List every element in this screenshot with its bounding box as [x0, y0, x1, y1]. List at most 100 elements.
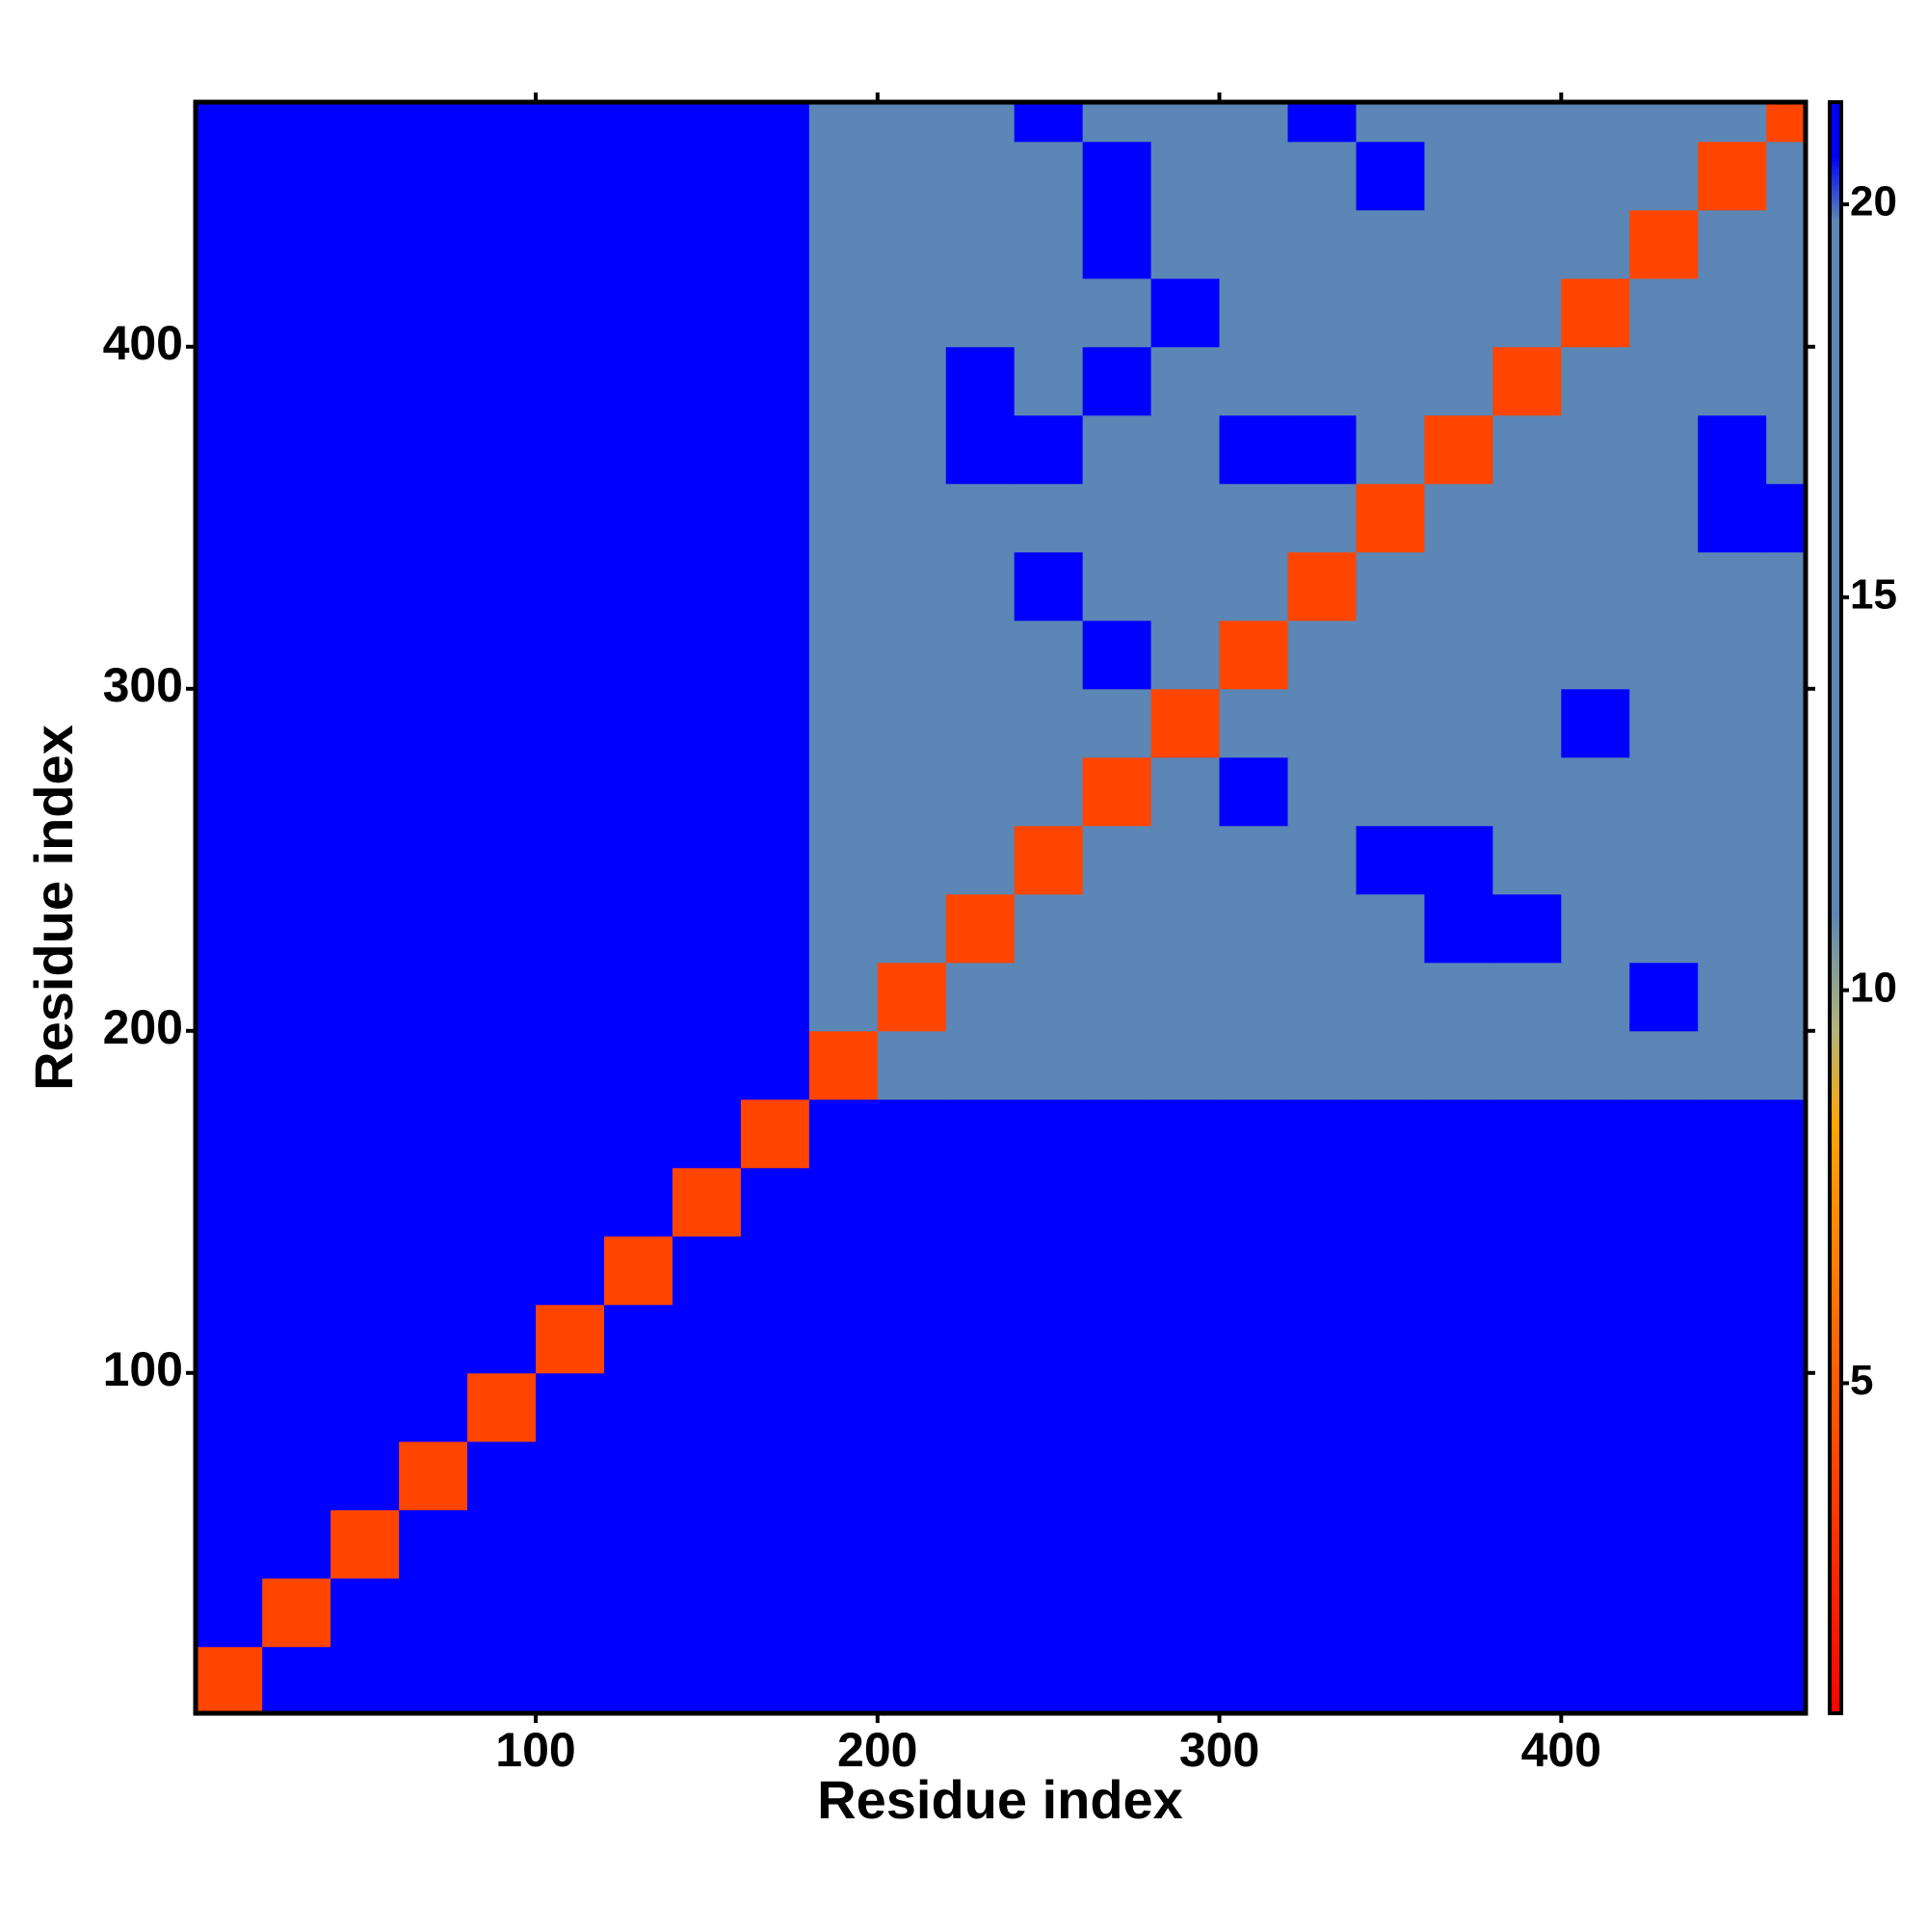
heat-cell — [1219, 620, 1289, 690]
heat-cell — [1561, 962, 1630, 1032]
heat-cell — [1629, 1441, 1699, 1511]
heat-cell — [603, 1304, 673, 1374]
heat-cell — [740, 1098, 810, 1169]
heat-cell — [603, 278, 673, 348]
heat-cell — [196, 688, 263, 758]
heat-cell — [536, 209, 605, 279]
heat-cell — [1698, 483, 1767, 553]
heat-cell — [603, 551, 673, 622]
heat-cell — [467, 1167, 537, 1237]
heat-cell — [603, 141, 673, 211]
heat-cell — [1492, 551, 1562, 622]
heat-cell — [1356, 483, 1425, 553]
heat-cell — [1492, 825, 1562, 895]
heat-cell — [672, 141, 742, 211]
y-tick-label: 300 — [103, 658, 183, 712]
heat-cell — [808, 688, 879, 758]
heat-cell — [1287, 1030, 1357, 1100]
heat-cell — [1014, 893, 1084, 964]
heat-cell — [1082, 278, 1152, 348]
heat-cell — [1082, 483, 1152, 553]
heat-cell — [1082, 414, 1152, 485]
heat-cell — [196, 1304, 263, 1374]
heat-cell — [877, 1167, 947, 1237]
heat-cell — [330, 483, 400, 553]
heat-cell — [1424, 688, 1493, 758]
heat-cell — [945, 1372, 1016, 1442]
heat-cell — [196, 551, 263, 622]
x-tick-label: 100 — [495, 1723, 575, 1777]
heat-cell — [1698, 893, 1767, 964]
heat-cell — [603, 1509, 673, 1579]
heat-cell — [467, 1646, 537, 1713]
heat-cell — [1356, 1646, 1425, 1713]
heat-cell — [1766, 1235, 1806, 1306]
heat-cell — [1150, 620, 1221, 690]
heat-cell — [1561, 278, 1630, 348]
heat-cell — [1219, 102, 1289, 143]
heat-cell — [1287, 620, 1357, 690]
heat-cell — [536, 483, 605, 553]
colorbar-tick-label: 5 — [1850, 1357, 1873, 1404]
heat-cell — [262, 141, 331, 211]
heat-cell — [1766, 825, 1806, 895]
heat-cell — [1629, 1372, 1699, 1442]
heat-cell — [740, 1167, 810, 1237]
heat-cell — [1698, 620, 1767, 690]
heat-cell — [1492, 1304, 1562, 1374]
heat-cell — [1219, 141, 1289, 211]
heat-cell — [808, 483, 879, 553]
heat-cell — [1629, 1235, 1699, 1306]
heat-cell — [399, 483, 468, 553]
heat-cell — [740, 1441, 810, 1511]
heat-cell — [1561, 141, 1630, 211]
heat-cell — [467, 688, 537, 758]
heat-cell — [603, 1098, 673, 1169]
heat-cell — [1150, 825, 1221, 895]
heat-cell — [1287, 1098, 1357, 1169]
heat-cell — [399, 688, 468, 758]
heat-cell — [1766, 1646, 1806, 1713]
heat-cell — [877, 620, 947, 690]
heat-cell — [1287, 1509, 1357, 1579]
heat-cell — [262, 1509, 331, 1579]
heat-cell — [1082, 893, 1152, 964]
heat-cell — [740, 102, 810, 143]
heat-cell — [467, 483, 537, 553]
heat-cell — [877, 1030, 947, 1100]
heat-cell — [1766, 756, 1806, 827]
heat-cell — [1766, 483, 1806, 553]
heat-cell — [945, 483, 1016, 553]
heat-cell — [1287, 551, 1357, 622]
heat-cell — [1561, 688, 1630, 758]
heat-cell — [672, 209, 742, 279]
heat-cell — [1150, 346, 1221, 416]
heat-cell — [1492, 893, 1562, 964]
heat-cell — [1014, 551, 1084, 622]
heat-cell — [1356, 102, 1425, 143]
heat-cell — [262, 962, 331, 1032]
heat-cell — [945, 141, 1016, 211]
heat-cell — [1287, 1167, 1357, 1237]
heat-cell — [262, 1372, 331, 1442]
heat-cell — [603, 1577, 673, 1648]
heat-cell — [877, 483, 947, 553]
heat-cell — [945, 1030, 1016, 1100]
heat-cell — [1492, 620, 1562, 690]
heat-cell — [740, 1030, 810, 1100]
heat-cell — [877, 209, 947, 279]
heat-cell — [1014, 414, 1084, 485]
heat-cell — [1424, 551, 1493, 622]
heat-cell — [1424, 414, 1493, 485]
heat-cell — [1629, 551, 1699, 622]
heat-cell — [1698, 1372, 1767, 1442]
heat-cell — [603, 1167, 673, 1237]
x-axis-title: Residue index — [817, 1769, 1183, 1830]
heat-cell — [877, 825, 947, 895]
heat-cell — [1356, 1372, 1425, 1442]
heat-cell — [740, 414, 810, 485]
heat-cell — [740, 141, 810, 211]
heat-cell — [1150, 1577, 1221, 1648]
heat-cell — [1424, 1509, 1493, 1579]
